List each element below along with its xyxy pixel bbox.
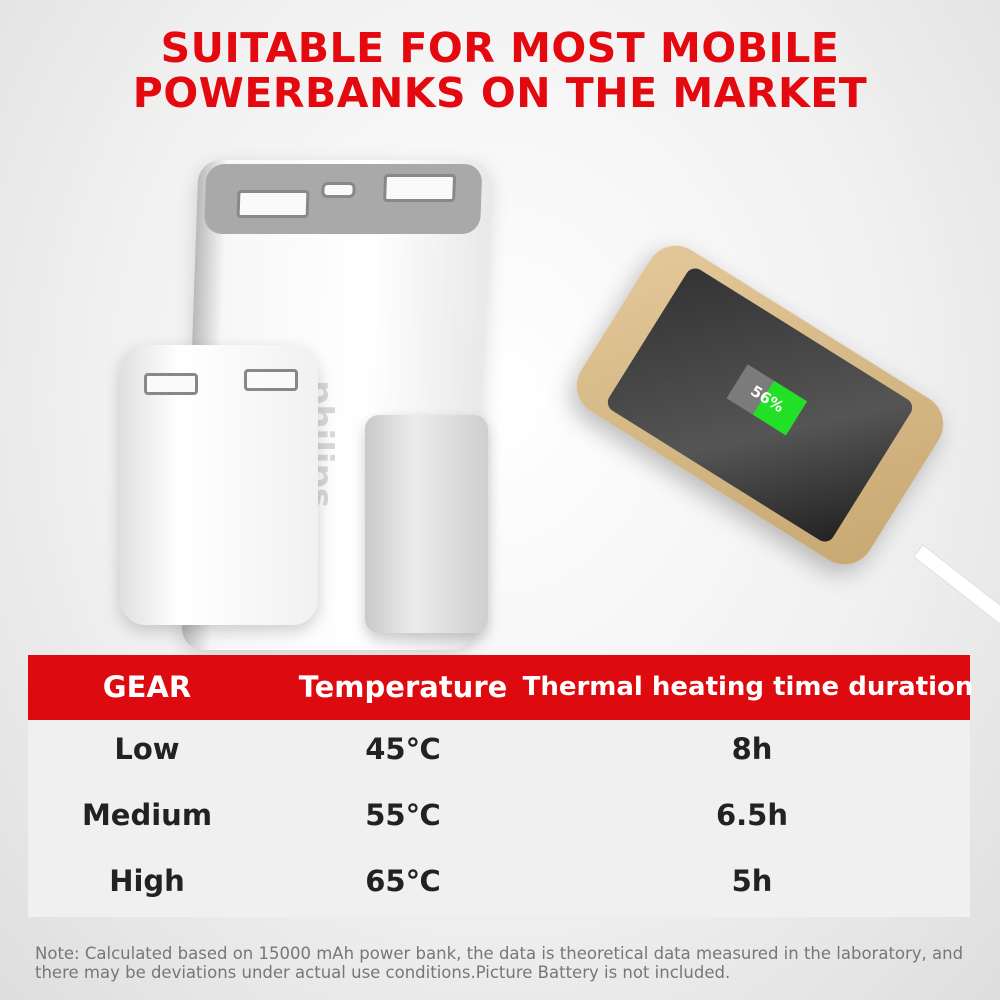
charging-cable-image (913, 544, 1000, 632)
small-powerbank-image (365, 415, 488, 633)
headline: SUITABLE FOR MOST MOBILE POWERBANKS ON T… (0, 26, 1000, 116)
gear-cell: High (109, 864, 185, 898)
temperature-cell: 45℃ (365, 732, 441, 766)
smartphone-image: 56% (565, 234, 955, 576)
gear-cell: Low (114, 732, 180, 766)
header-temperature: Temperature (298, 670, 508, 704)
disclaimer-note: Note: Calculated based on 15000 mAh powe… (35, 944, 964, 982)
header-duration: Thermal heating time duration (522, 672, 974, 702)
headline-line-1: SUITABLE FOR MOST MOBILE (160, 24, 840, 72)
table-body: Low 45℃ 8h Medium 55℃ 6.5h High 65℃ 5h (28, 720, 970, 917)
duration-cell: 8h (731, 732, 773, 766)
temperature-cell: 65℃ (365, 864, 441, 898)
temperature-cell: 55℃ (365, 798, 441, 832)
duration-cell: 6.5h (715, 798, 789, 832)
duration-cell: 5h (731, 864, 773, 898)
product-photo: philips 56% (0, 140, 1000, 660)
medium-powerbank-image (120, 345, 318, 625)
gear-cell: Medium (81, 798, 213, 832)
header-gear: GEAR (102, 670, 192, 704)
heating-gear-table: GEAR Temperature Thermal heating time du… (28, 655, 973, 917)
headline-line-2: POWERBANKS ON THE MARKET (132, 69, 868, 117)
table-header: GEAR Temperature Thermal heating time du… (28, 655, 973, 720)
battery-icon: 56% (726, 364, 808, 436)
